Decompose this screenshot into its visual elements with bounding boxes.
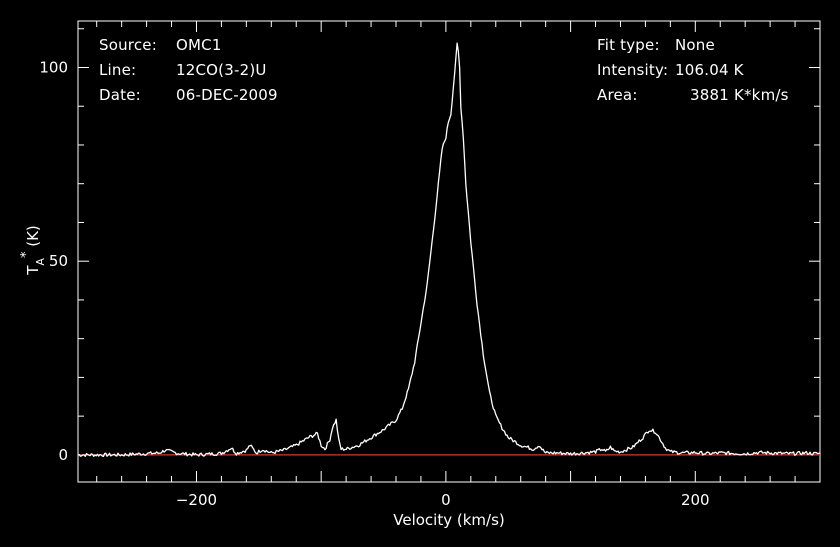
intensity-label: Intensity: <box>597 61 669 79</box>
area-value: 3881 K*km/s <box>690 86 789 104</box>
date-value: 06-DEC-2009 <box>176 86 278 104</box>
line-label: Line: <box>99 61 137 79</box>
source-value: OMC1 <box>176 36 222 54</box>
y-tick-label: 100 <box>39 58 68 76</box>
source-label: Source: <box>99 36 157 54</box>
area-label: Area: <box>597 86 638 104</box>
x-tick-label: 0 <box>441 491 451 509</box>
date-label: Date: <box>99 86 141 104</box>
x-tick-label: 200 <box>681 491 710 509</box>
tick-labels: −200 0 200 0 50 100 <box>39 58 709 509</box>
spectrum-series-line <box>77 42 821 458</box>
plot-frame <box>77 20 821 483</box>
y-tick-label: 0 <box>58 446 68 464</box>
svg-text:TA* (K): TA* (K) <box>19 225 47 276</box>
y-axis-label: TA* (K) <box>19 225 47 276</box>
x-tick-label: −200 <box>176 491 217 509</box>
y-tick-label: 50 <box>49 252 68 270</box>
fit-type-value: None <box>675 36 715 54</box>
intensity-value: 106.04 K <box>675 61 744 79</box>
axis-ticks <box>78 21 821 482</box>
fit-type-label: Fit type: <box>597 36 660 54</box>
x-axis-label: Velocity (km/s) <box>393 511 504 529</box>
line-value: 12CO(3-2)U <box>176 61 267 79</box>
